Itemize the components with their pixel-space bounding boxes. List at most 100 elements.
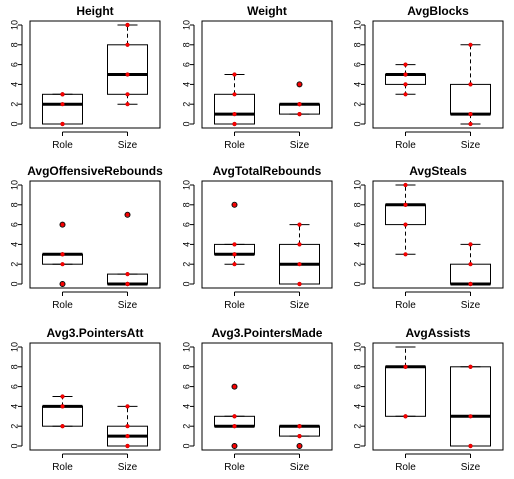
data-point xyxy=(125,434,130,439)
data-point xyxy=(125,42,130,47)
plot-frame xyxy=(29,180,161,289)
data-point xyxy=(232,262,237,267)
data-point xyxy=(232,202,237,207)
y-tick-label: 2 xyxy=(9,424,19,429)
data-point xyxy=(125,424,130,429)
data-point xyxy=(403,414,408,419)
x-category-label: Role xyxy=(395,300,416,311)
data-point xyxy=(60,102,65,107)
data-point xyxy=(297,111,302,117)
y-tick-label: 0 xyxy=(352,443,362,448)
plot-frame xyxy=(201,342,333,451)
outlier-point xyxy=(296,81,303,88)
y-tick-label: 6 xyxy=(352,62,362,67)
panel-title: AvgBlocks xyxy=(407,4,469,18)
data-point xyxy=(125,92,130,97)
data-point xyxy=(403,252,408,257)
x-category-label: Role xyxy=(52,462,73,473)
y-tick-label: 2 xyxy=(352,102,362,107)
outlier-point xyxy=(59,281,66,287)
data-point xyxy=(468,82,473,87)
box-iqr xyxy=(450,366,491,447)
data-point xyxy=(297,222,302,227)
data-point xyxy=(403,82,408,87)
data-point xyxy=(297,102,302,107)
box-iqr xyxy=(42,405,83,427)
panel-8: Avg3.PointersMade 0 2 4 6 8 10 Role Size xyxy=(181,326,333,473)
data-point xyxy=(232,242,237,247)
data-point xyxy=(232,111,237,117)
y-tick-label: 8 xyxy=(352,202,362,207)
data-point xyxy=(468,42,473,47)
y-tick-label: 10 xyxy=(181,20,191,30)
y-tick-label: 0 xyxy=(352,121,362,126)
y-tick-label: 0 xyxy=(181,443,191,448)
data-point xyxy=(60,281,65,287)
panel-2: Weight 0 2 4 6 8 10 Role Size xyxy=(181,4,333,151)
y-tick-label: 6 xyxy=(181,384,191,389)
data-point xyxy=(468,443,473,449)
data-point xyxy=(125,272,130,277)
x-category-label: Size xyxy=(290,140,310,151)
y-tick-label: 10 xyxy=(181,180,191,190)
y-tick-label: 6 xyxy=(352,384,362,389)
y-tick-label: 6 xyxy=(9,222,19,227)
x-category-label: Size xyxy=(461,300,481,311)
data-point xyxy=(297,262,302,267)
box-iqr xyxy=(42,93,83,125)
y-tick-label: 4 xyxy=(352,82,362,87)
y-tick-label: 2 xyxy=(352,424,362,429)
box-iqr xyxy=(107,44,148,95)
panel-title: Avg3.PointersAtt xyxy=(47,326,144,340)
x-category-label: Size xyxy=(461,462,481,473)
data-point xyxy=(468,281,473,287)
y-tick-label: 4 xyxy=(9,404,19,409)
y-tick-label: 8 xyxy=(181,364,191,369)
y-tick-label: 6 xyxy=(181,62,191,67)
y-tick-label: 4 xyxy=(9,242,19,247)
box-iqr xyxy=(385,366,426,417)
outlier-point xyxy=(296,443,303,449)
y-tick-label: 4 xyxy=(181,242,191,247)
y-tick-label: 4 xyxy=(9,82,19,87)
box-iqr xyxy=(214,93,255,125)
y-tick-label: 8 xyxy=(352,42,362,47)
y-tick-label: 10 xyxy=(9,20,19,30)
x-category-label: Role xyxy=(224,300,245,311)
outlier-point xyxy=(231,201,238,208)
box-iqr xyxy=(450,263,491,285)
data-point xyxy=(232,72,237,77)
data-point xyxy=(403,62,408,67)
y-tick-label: 10 xyxy=(352,20,362,30)
data-point xyxy=(403,72,408,77)
plot-frame xyxy=(29,342,161,451)
plot-frame xyxy=(201,20,333,129)
panel-title: AvgSteals xyxy=(409,164,467,178)
y-tick-label: 0 xyxy=(181,281,191,286)
plot-frame xyxy=(372,20,504,129)
y-tick-label: 10 xyxy=(181,342,191,352)
data-point xyxy=(232,92,237,97)
y-tick-label: 4 xyxy=(352,404,362,409)
x-category-label: Size xyxy=(118,300,138,311)
panel-3: AvgBlocks 0 2 4 6 8 10 Role Size xyxy=(352,4,504,151)
y-tick-label: 2 xyxy=(181,262,191,267)
data-point xyxy=(232,384,237,389)
data-point xyxy=(297,443,302,449)
y-tick-label: 10 xyxy=(352,180,362,190)
data-point xyxy=(403,364,408,369)
y-tick-label: 0 xyxy=(352,281,362,286)
data-point xyxy=(232,443,237,449)
panel-7: Avg3.PointersAtt 0 2 4 6 8 10 Role Size xyxy=(9,326,161,473)
y-tick-label: 6 xyxy=(181,222,191,227)
y-tick-label: 8 xyxy=(352,364,362,369)
plot-frame xyxy=(372,180,504,289)
y-tick-label: 2 xyxy=(9,102,19,107)
data-point xyxy=(60,92,65,97)
panel-4: AvgOffensiveRebounds 0 2 4 6 8 10 Role Size xyxy=(9,164,163,311)
y-tick-label: 0 xyxy=(9,121,19,126)
panel-title: AvgTotalRebounds xyxy=(213,164,322,178)
x-category-label: Size xyxy=(461,140,481,151)
data-point xyxy=(125,102,130,107)
x-category-label: Role xyxy=(52,140,73,151)
